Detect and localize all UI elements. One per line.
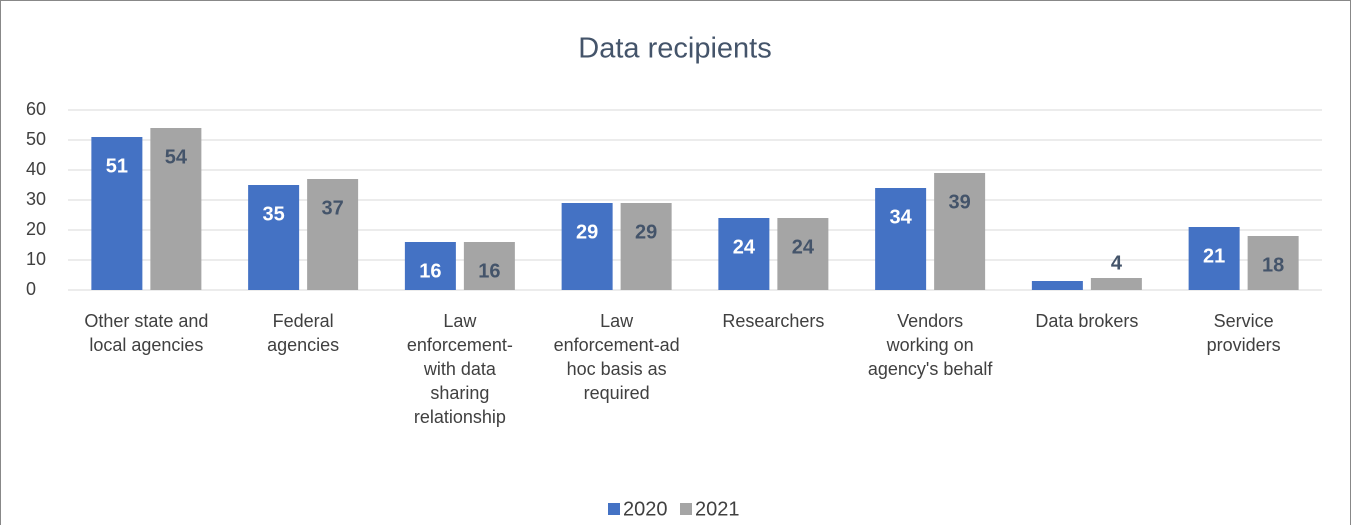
bar <box>777 218 829 290</box>
x-tick-label: Service providers <box>1206 311 1281 355</box>
data-label: 35 <box>263 203 285 225</box>
y-tick-label: 0 <box>26 279 36 299</box>
bar <box>150 128 202 290</box>
data-label: 29 <box>576 221 598 243</box>
data-label: 24 <box>792 236 815 258</box>
legend-label: 2020 <box>623 498 668 520</box>
data-label: 29 <box>635 221 657 243</box>
x-tick-label: Law enforcement-ad hoc basis as required <box>553 311 680 403</box>
bar <box>1090 278 1142 290</box>
bar <box>91 137 143 290</box>
bar <box>620 203 672 290</box>
x-tick-label: Law enforcement-with data sharing relati… <box>406 311 513 427</box>
bar <box>248 185 300 290</box>
data-label: 34 <box>890 206 913 228</box>
bar <box>718 218 770 290</box>
legend-label: 2021 <box>695 498 740 520</box>
y-tick-label: 10 <box>26 249 46 269</box>
bar <box>1031 281 1083 290</box>
legend-swatch <box>680 503 692 515</box>
bar <box>404 242 456 290</box>
y-tick-label: 60 <box>26 99 46 119</box>
y-tick-label: 40 <box>26 159 46 179</box>
y-tick-label: 20 <box>26 219 46 239</box>
data-label: 24 <box>733 236 756 258</box>
data-label: 16 <box>419 260 441 282</box>
x-tick-label: Researchers <box>722 311 825 331</box>
y-tick-label: 50 <box>26 129 46 149</box>
bar <box>307 179 359 290</box>
bar <box>1188 227 1240 290</box>
x-tick-label: Data brokers <box>1035 311 1139 331</box>
bar <box>934 173 986 290</box>
legend-swatch <box>608 503 620 515</box>
data-label: 51 <box>106 155 128 177</box>
bar <box>875 188 927 290</box>
data-label: 4 <box>1111 252 1123 274</box>
x-tick-label: Vendors working on agency's behalf <box>867 311 993 379</box>
bar <box>1247 236 1299 290</box>
x-tick-label: Federal agencies <box>267 311 340 355</box>
y-tick-label: 30 <box>26 189 46 209</box>
data-label: 54 <box>165 146 188 168</box>
data-label: 18 <box>1262 254 1284 276</box>
x-tick-label: Other state and local agencies <box>84 311 209 355</box>
data-label: 39 <box>949 191 971 213</box>
data-label: 37 <box>322 197 344 219</box>
data-label: 16 <box>478 260 500 282</box>
bar <box>463 242 515 290</box>
bar <box>561 203 613 290</box>
chart-title: Data recipients <box>578 33 771 65</box>
data-label: 21 <box>1203 245 1225 267</box>
